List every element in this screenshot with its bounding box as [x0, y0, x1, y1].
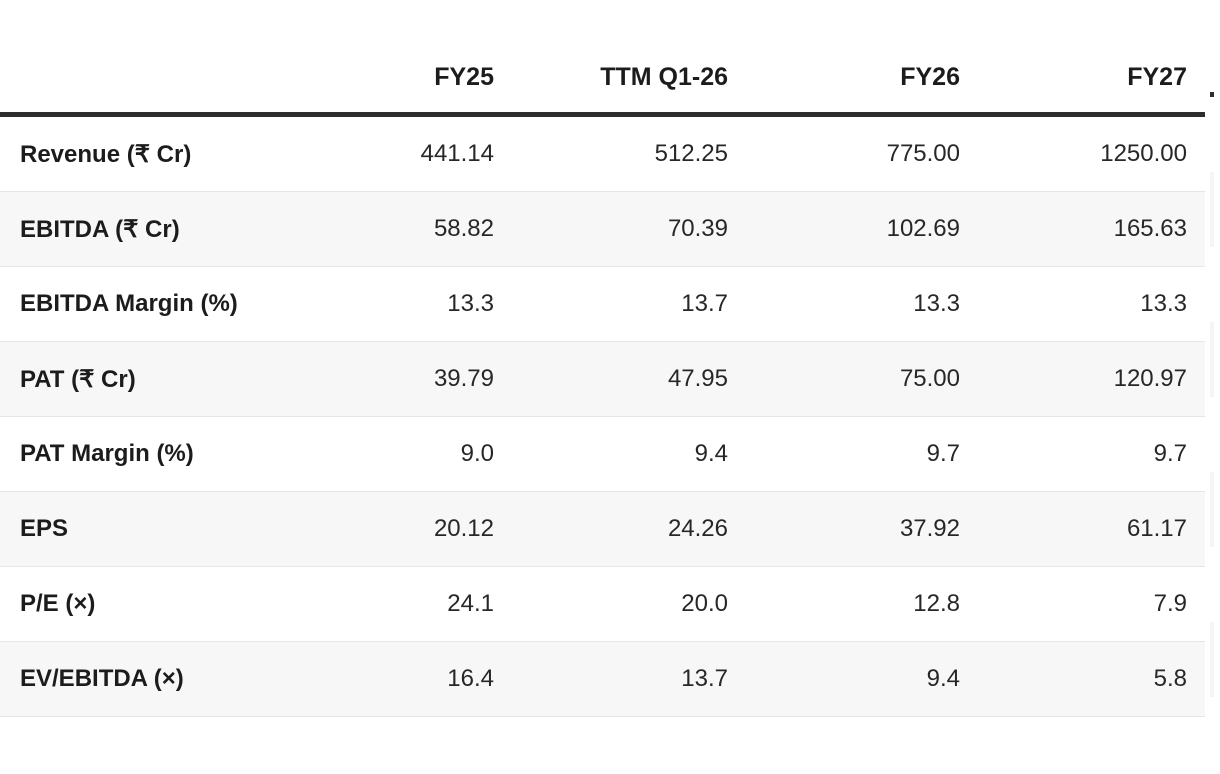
cell-value: 24.1 — [300, 566, 512, 642]
cell-value: 24.26 — [512, 491, 746, 567]
table-row-ebitda: EBITDA (₹ Cr) 58.82 70.39 102.69 165.63 — [0, 191, 1205, 267]
column-header-metric — [0, 0, 300, 117]
column-header-fy27: FY27 — [978, 0, 1205, 117]
cell-value: 5.8 — [978, 641, 1205, 717]
cell-value: 47.95 — [512, 341, 746, 417]
cell-value: 13.3 — [746, 266, 978, 342]
overflow-row-stripe — [1210, 172, 1214, 247]
cell-value: 13.7 — [512, 641, 746, 717]
table-row-ev-ebitda: EV/EBITDA (×) 16.4 13.7 9.4 5.8 — [0, 641, 1205, 717]
cell-value: 9.4 — [746, 641, 978, 717]
row-label: EBITDA (₹ Cr) — [0, 191, 300, 267]
cell-value: 120.97 — [978, 341, 1205, 417]
row-label: PAT Margin (%) — [0, 416, 300, 492]
table-row-revenue: Revenue (₹ Cr) 441.14 512.25 775.00 1250… — [0, 114, 1205, 192]
overflow-header-border — [1210, 92, 1214, 97]
row-label: P/E (×) — [0, 566, 300, 642]
cell-value: 441.14 — [300, 114, 512, 192]
table-row-pat: PAT (₹ Cr) 39.79 47.95 75.00 120.97 — [0, 341, 1205, 417]
cell-value: 16.4 — [300, 641, 512, 717]
header-row: FY25 TTM Q1-26 FY26 FY27 — [0, 0, 1205, 117]
cell-value: 58.82 — [300, 191, 512, 267]
cell-value: 12.8 — [746, 566, 978, 642]
table-row-pe: P/E (×) 24.1 20.0 12.8 7.9 — [0, 566, 1205, 642]
cell-value: 102.69 — [746, 191, 978, 267]
overflow-row-stripe — [1210, 472, 1214, 547]
column-header-fy26: FY26 — [746, 0, 978, 117]
cell-value: 775.00 — [746, 114, 978, 192]
cell-value: 75.00 — [746, 341, 978, 417]
cell-value: 9.7 — [746, 416, 978, 492]
table-row-ebitda-margin: EBITDA Margin (%) 13.3 13.7 13.3 13.3 — [0, 266, 1205, 342]
cell-value: 9.4 — [512, 416, 746, 492]
cell-value: 9.7 — [978, 416, 1205, 492]
row-label: PAT (₹ Cr) — [0, 341, 300, 417]
overflow-row-stripe — [1210, 322, 1214, 397]
cell-value: 70.39 — [512, 191, 746, 267]
column-header-fy25: FY25 — [300, 0, 512, 117]
column-header-ttm-q1-26: TTM Q1-26 — [512, 0, 746, 117]
cell-value: 9.0 — [300, 416, 512, 492]
table-overflow-sliver — [1210, 0, 1214, 774]
cell-value: 61.17 — [978, 491, 1205, 567]
cell-value: 7.9 — [978, 566, 1205, 642]
cell-value: 1250.00 — [978, 114, 1205, 192]
row-label: EV/EBITDA (×) — [0, 641, 300, 717]
cell-value: 20.12 — [300, 491, 512, 567]
cell-value: 37.92 — [746, 491, 978, 567]
table-header: FY25 TTM Q1-26 FY26 FY27 — [0, 0, 1205, 117]
table-row-eps: EPS 20.12 24.26 37.92 61.17 — [0, 491, 1205, 567]
cell-value: 20.0 — [512, 566, 746, 642]
row-label: EPS — [0, 491, 300, 567]
table-row-pat-margin: PAT Margin (%) 9.0 9.4 9.7 9.7 — [0, 416, 1205, 492]
cell-value: 39.79 — [300, 341, 512, 417]
cell-value: 13.3 — [300, 266, 512, 342]
row-label: EBITDA Margin (%) — [0, 266, 300, 342]
table-body: Revenue (₹ Cr) 441.14 512.25 775.00 1250… — [0, 114, 1205, 717]
row-label: Revenue (₹ Cr) — [0, 114, 300, 192]
cell-value: 13.7 — [512, 266, 746, 342]
financials-table: FY25 TTM Q1-26 FY26 FY27 Revenue (₹ Cr) … — [0, 0, 1205, 717]
cell-value: 512.25 — [512, 114, 746, 192]
cell-value: 165.63 — [978, 191, 1205, 267]
cell-value: 13.3 — [978, 266, 1205, 342]
overflow-row-stripe — [1210, 622, 1214, 697]
